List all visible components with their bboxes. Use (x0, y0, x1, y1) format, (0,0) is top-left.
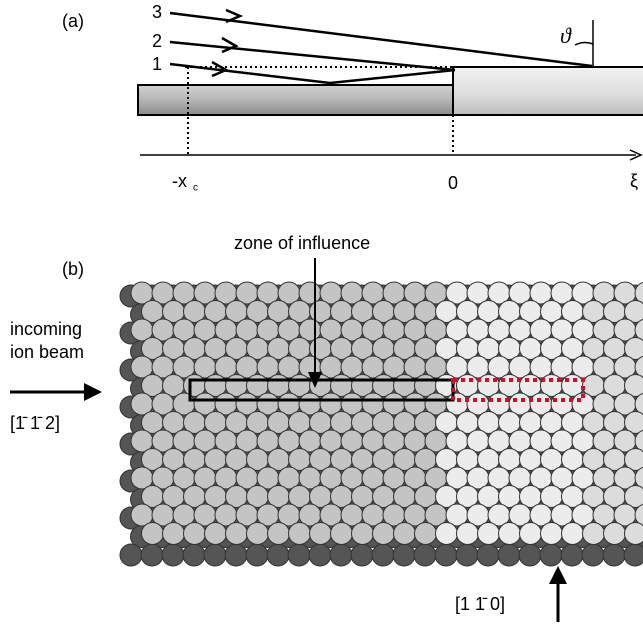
direction-label: [1 1̄ 0] (455, 594, 505, 614)
panel-label: (b) (62, 259, 84, 279)
beam-label: incoming (10, 319, 82, 339)
atom (456, 544, 478, 566)
atom (246, 544, 268, 566)
atom (373, 523, 395, 545)
atom (226, 523, 248, 545)
atom (163, 523, 185, 545)
atom (477, 544, 499, 566)
direction-label: [1̄ 1̄ 2] (10, 413, 60, 433)
atom (372, 544, 394, 566)
atom (394, 523, 416, 545)
axis-label: 0 (448, 173, 458, 193)
ray-label: 3 (152, 2, 162, 22)
atom (352, 523, 374, 545)
atom (624, 544, 643, 566)
atom (561, 544, 583, 566)
atom (268, 523, 290, 545)
axis-label: ξ (630, 171, 638, 191)
atom (184, 523, 206, 545)
zone-label: zone of influence (234, 233, 370, 253)
atom (225, 544, 247, 566)
atom (393, 544, 415, 566)
atom (498, 544, 520, 566)
figure: (a) 3 2 1 ϑ -x c 0 ξ (b) zone of influen… (0, 0, 643, 625)
atom (562, 523, 584, 545)
atom (582, 544, 604, 566)
atom (541, 523, 563, 545)
atom (520, 523, 542, 545)
atom (457, 523, 479, 545)
atom (310, 523, 332, 545)
atom-lattice (120, 282, 643, 566)
ray-label: 2 (152, 31, 162, 51)
atom (603, 544, 625, 566)
atom (162, 544, 184, 566)
atom (142, 523, 164, 545)
atom (309, 544, 331, 566)
atom (267, 544, 289, 566)
atom (289, 523, 311, 545)
axis-label-sub: c (193, 183, 198, 194)
atom (288, 544, 310, 566)
atom (414, 544, 436, 566)
surface-lower (138, 85, 453, 115)
ray-label: 1 (152, 54, 162, 74)
atom (204, 544, 226, 566)
atom (415, 523, 437, 545)
atom (625, 523, 643, 545)
atom (604, 523, 626, 545)
panel-a: (a) 3 2 1 ϑ -x c 0 ξ (62, 2, 643, 194)
atom (183, 544, 205, 566)
atom (436, 523, 458, 545)
atom (331, 523, 353, 545)
atom (540, 544, 562, 566)
atom (478, 523, 500, 545)
atom (583, 523, 605, 545)
atom (351, 544, 373, 566)
axis-label: -x (172, 171, 187, 191)
beam-arrow-head (84, 383, 102, 401)
surface-step (453, 67, 643, 115)
atom (141, 544, 163, 566)
surface-arrow-head (549, 566, 567, 584)
atom (499, 523, 521, 545)
atom (120, 544, 142, 566)
beam-label: ion beam (10, 342, 84, 362)
atom (330, 544, 352, 566)
atom (435, 544, 457, 566)
atom (247, 523, 269, 545)
atom (519, 544, 541, 566)
angle-label: ϑ (560, 23, 572, 48)
panel-label: (a) (62, 11, 84, 31)
atom (205, 523, 227, 545)
